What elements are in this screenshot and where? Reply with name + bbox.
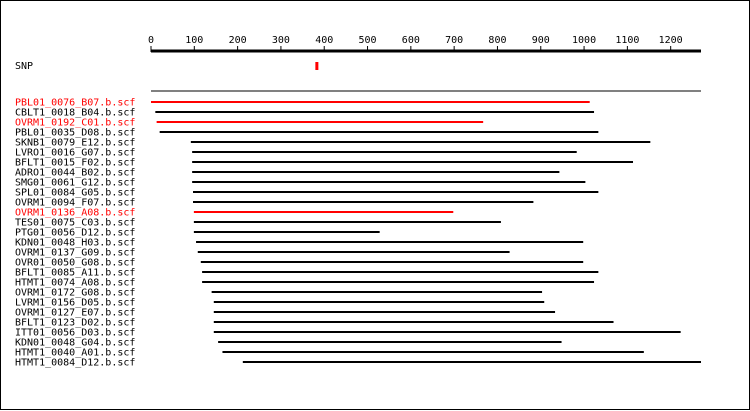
read-row: SMG01_0061_G12.b.scf — [15, 178, 586, 189]
read-row: KDN01_0048_H03.b.scf — [15, 238, 584, 249]
read-name: OVR01_0050_G08.b.scf — [15, 258, 135, 269]
read-row: SKNB1_0079_E12.b.scf — [15, 138, 651, 149]
scale-tick-label: 300 — [272, 35, 290, 46]
scale-tick-label: 1000 — [572, 35, 596, 46]
read-name: ITT01_0056_D03.b.scf — [15, 328, 135, 339]
read-row: OVRM1_0127_E07.b.scf — [15, 308, 556, 319]
read-row: TES01_0075_C03.b.scf — [15, 218, 501, 229]
read-name: SMG01_0061_G12.b.scf — [15, 178, 135, 189]
read-name: PBL01_0035_D08.b.scf — [15, 128, 135, 139]
read-row: PTG01_0056_D12.b.scf — [15, 228, 380, 239]
read-row: HTMT1_0040_A01.b.scf — [15, 348, 644, 359]
scale-tick-label: 100 — [185, 35, 203, 46]
read-row: HTMT1_0084_D12.b.scf — [15, 358, 701, 369]
snp-marker — [315, 62, 319, 70]
read-name: HTMT1_0040_A01.b.scf — [15, 348, 135, 359]
read-name: OVRM1_0192_C01.b.scf — [15, 118, 135, 129]
read-row: BFLT1_0085_A11.b.scf — [15, 268, 599, 279]
scale-tick-label: 800 — [488, 35, 506, 46]
read-row: SPL01_0084_G05.b.scf — [15, 188, 599, 199]
read-row: BFLT1_0015_F02.b.scf — [15, 158, 634, 169]
read-name: HTMT1_0074_A08.b.scf — [15, 278, 135, 289]
scale-tick-label: 900 — [532, 35, 550, 46]
scale-tick-label: 500 — [359, 35, 377, 46]
read-row: BFLT1_0123_D02.b.scf — [15, 318, 614, 329]
read-name: KDN01_0048_H03.b.scf — [15, 238, 135, 249]
scale-tick-label: 600 — [402, 35, 420, 46]
read-row: KDN01_0048_G04.b.scf — [15, 338, 562, 349]
read-row: PBL01_0035_D08.b.scf — [15, 128, 599, 139]
read-row: OVR01_0050_G08.b.scf — [15, 258, 584, 269]
read-name: BFLT1_0015_F02.b.scf — [15, 158, 135, 169]
read-name: BFLT1_0123_D02.b.scf — [15, 318, 135, 329]
read-name: KDN01_0048_G04.b.scf — [15, 338, 135, 349]
read-row: OVRM1_0136_A08.b.scf — [15, 208, 454, 219]
read-name: SPL01_0084_G05.b.scf — [15, 188, 135, 199]
scale-tick-label: 0 — [148, 35, 154, 46]
read-name: OVRM1_0137_G09.b.scf — [15, 248, 135, 259]
scale-tick-label: 1100 — [615, 35, 639, 46]
read-name: PBL01_0076_B07.b.scf — [15, 98, 135, 109]
read-row: ADRO1_0044_B02.b.scf — [15, 168, 560, 179]
read-name: PTG01_0056_D12.b.scf — [15, 228, 135, 239]
snp-track — [315, 62, 319, 70]
read-name: HTMT1_0084_D12.b.scf — [15, 358, 135, 369]
read-row: OVRM1_0192_C01.b.scf — [15, 118, 484, 129]
scale-ruler: 0 100 200 300 400 500 600 700 800 900 1000 1100 1200 — [148, 35, 701, 53]
read-name: OVRM1_0136_A08.b.scf — [15, 208, 135, 219]
scale-tick-label: 700 — [445, 35, 463, 46]
read-row: ITT01_0056_D03.b.scf — [15, 328, 681, 339]
read-row: HTMT1_0074_A08.b.scf — [15, 278, 595, 289]
scale-tick-label: 400 — [315, 35, 333, 46]
read-row: LVRO1_0016_G07.b.scf — [15, 148, 577, 159]
read-row: LVRM1_0156_D05.b.scf — [15, 298, 545, 309]
scale-tick-label: 200 — [229, 35, 247, 46]
snp-label: SNP — [15, 61, 33, 72]
read-name: SKNB1_0079_E12.b.scf — [15, 138, 135, 149]
read-name: OVRM1_0172_G08.b.scf — [15, 288, 135, 299]
read-row: CBLT1_0018_B04.b.scf — [15, 108, 595, 119]
read-name: CBLT1_0018_B04.b.scf — [15, 108, 135, 119]
read-name: OVRM1_0127_E07.b.scf — [15, 308, 135, 319]
read-row: OVRM1_0137_G09.b.scf — [15, 248, 510, 259]
read-list: PBL01_0076_B07.b.scfCBLT1_0018_B04.b.scf… — [15, 98, 701, 369]
read-name: OVRM1_0094_F07.b.scf — [15, 198, 135, 209]
read-row: PBL01_0076_B07.b.scf — [15, 98, 590, 109]
read-row: OVRM1_0172_G08.b.scf — [15, 288, 543, 299]
read-row: OVRM1_0094_F07.b.scf — [15, 198, 534, 209]
read-name: ADRO1_0044_B02.b.scf — [15, 168, 135, 179]
read-name: LVRM1_0156_D05.b.scf — [15, 298, 135, 309]
read-name: TES01_0075_C03.b.scf — [15, 218, 135, 229]
read-name: LVRO1_0016_G07.b.scf — [15, 148, 135, 159]
scale-tick-label: 1200 — [659, 35, 683, 46]
read-name: BFLT1_0085_A11.b.scf — [15, 268, 135, 279]
